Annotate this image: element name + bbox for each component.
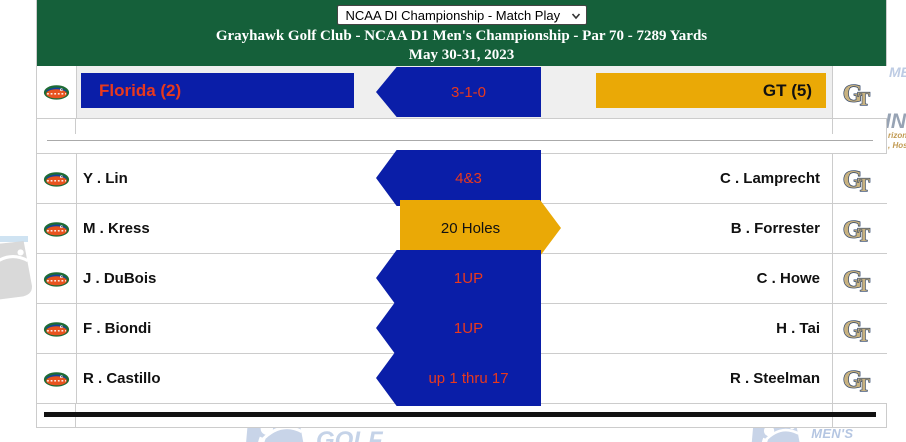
georgia-tech-logo-icon	[842, 315, 878, 342]
florida-logo-cell	[37, 354, 77, 403]
watermark-fragment-arizona: rizona , Host	[888, 131, 906, 151]
tournament-title: Grayhawk Golf Club - NCAA D1 Men's Champ…	[215, 28, 708, 44]
florida-gators-logo-icon	[43, 220, 70, 238]
away-player-name: C . Howe	[756, 270, 820, 287]
tournament-date: May 30-31, 2023	[408, 47, 515, 63]
spacer-row	[37, 119, 886, 134]
match-status-arrow: 4&3	[376, 150, 541, 206]
rule-row	[37, 134, 886, 153]
away-player-name: H . Tai	[776, 320, 820, 337]
match-play-scoreboard: NCAA DI Championship - Match Play Grayha…	[36, 0, 887, 428]
florida-logo-cell	[37, 304, 77, 353]
florida-logo-cell	[37, 204, 77, 253]
away-player-name: B . Forrester	[730, 220, 820, 237]
home-player-name: M . Kress	[83, 220, 150, 237]
watermark-text: GOLF	[316, 427, 383, 442]
florida-gators-logo-icon	[43, 270, 70, 288]
home-player-name: F . Biondi	[83, 320, 152, 337]
home-team-banner: Florida (2)	[81, 73, 354, 108]
match-row-5: R . Castillo up 1 thru 17 R . Steelman	[37, 350, 887, 406]
georgia-tech-logo-icon	[842, 365, 878, 392]
florida-gators-logo-icon	[43, 320, 70, 338]
watermark-arizona-line2: , Host	[888, 141, 906, 150]
scoreboard-footer	[37, 403, 886, 427]
match-status: 1UP	[453, 319, 484, 337]
home-player-name: Y . Lin	[83, 170, 128, 187]
georgia-tech-logo-cell	[832, 254, 887, 303]
florida-logo-cell	[37, 66, 77, 118]
match-row-1: Y . Lin 4&3 C . Lamprecht	[37, 150, 887, 206]
match-status: 4&3	[455, 169, 482, 187]
florida-gators-logo-icon	[43, 170, 70, 188]
home-player-name: R . Castillo	[83, 370, 161, 387]
ncaa-golf-watermark-left	[0, 240, 36, 309]
match-status-arrow: 1UP	[376, 250, 541, 306]
team-score-row: Florida (2) 3-1-0 GT (5)	[37, 66, 887, 119]
away-player-name: R . Steelman	[729, 370, 820, 387]
watermark-fragment-ins: INS	[885, 110, 906, 133]
overall-score: 3-1-0	[450, 83, 487, 101]
georgia-tech-logo-icon	[842, 165, 878, 192]
divider	[75, 119, 76, 134]
match-status: 20 Holes	[440, 219, 501, 237]
tournament-select[interactable]: NCAA DI Championship - Match Play	[336, 5, 587, 25]
match-status-arrow: 20 Holes	[400, 200, 561, 256]
away-player-name: C . Lamprecht	[719, 170, 820, 187]
tournament-header: NCAA DI Championship - Match Play Grayha…	[37, 0, 886, 66]
georgia-tech-logo-cell	[832, 354, 887, 403]
match-row-2: M . Kress 20 Holes B . Forrester	[37, 200, 887, 256]
match-status-arrow: up 1 thru 17	[376, 350, 541, 406]
georgia-tech-logo-icon	[842, 215, 878, 242]
divider	[47, 140, 873, 141]
georgia-tech-logo-cell	[832, 66, 887, 118]
match-status: 1UP	[453, 269, 484, 287]
tournament-select-wrapper: NCAA DI Championship - Match Play	[336, 5, 587, 25]
match-status-arrow: 1UP	[376, 300, 541, 356]
georgia-tech-logo-icon	[842, 79, 878, 106]
overall-score-arrow: 3-1-0	[376, 67, 541, 117]
match-row-4: F . Biondi 1UP H . Tai	[37, 300, 887, 356]
georgia-tech-logo-cell	[832, 204, 887, 253]
florida-logo-cell	[37, 154, 77, 203]
florida-gators-logo-icon	[43, 370, 70, 388]
georgia-tech-logo-icon	[842, 265, 878, 292]
match-status: up 1 thru 17	[428, 369, 509, 387]
footer-rule	[44, 412, 876, 417]
home-player-name: J . DuBois	[83, 270, 157, 287]
georgia-tech-logo-cell	[832, 154, 887, 203]
florida-logo-cell	[37, 254, 77, 303]
watermark-fragment-men: MEN	[889, 64, 906, 80]
georgia-tech-logo-cell	[832, 304, 887, 353]
watermark-arizona-line1: rizona	[888, 131, 906, 140]
florida-gators-logo-icon	[43, 83, 70, 101]
watermark-left-bar	[0, 236, 28, 242]
away-team-banner: GT (5)	[596, 73, 826, 108]
match-row-3: J . DuBois 1UP C . Howe	[37, 250, 887, 306]
divider	[832, 119, 833, 134]
